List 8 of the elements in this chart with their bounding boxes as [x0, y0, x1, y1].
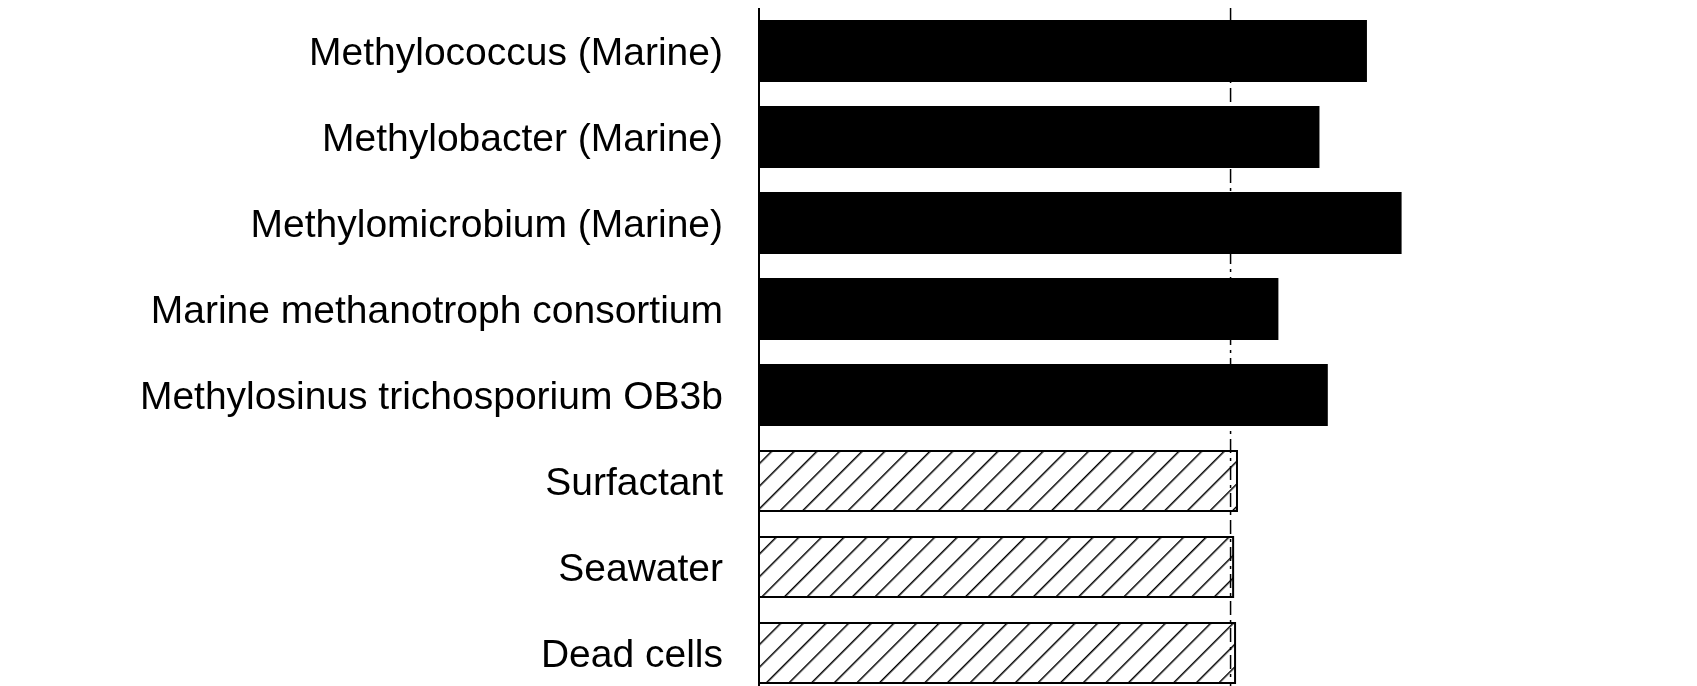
y-tick-label: Seawater	[558, 545, 724, 589]
y-tick-label: Methylococcus (Marine)	[309, 29, 723, 73]
y-tick-label: Marine methanotroph consortium	[150, 287, 723, 331]
y-tick-label: Methylomicrobium (Marine)	[250, 201, 723, 245]
y-tick-label: Dead cells	[540, 631, 723, 675]
y-tick-label: Methylosinus trichosporium OB3b	[139, 373, 723, 417]
y-tick-label: Methylobacter (Marine)	[322, 115, 723, 159]
y-tick-label: Surfactant	[545, 459, 724, 503]
